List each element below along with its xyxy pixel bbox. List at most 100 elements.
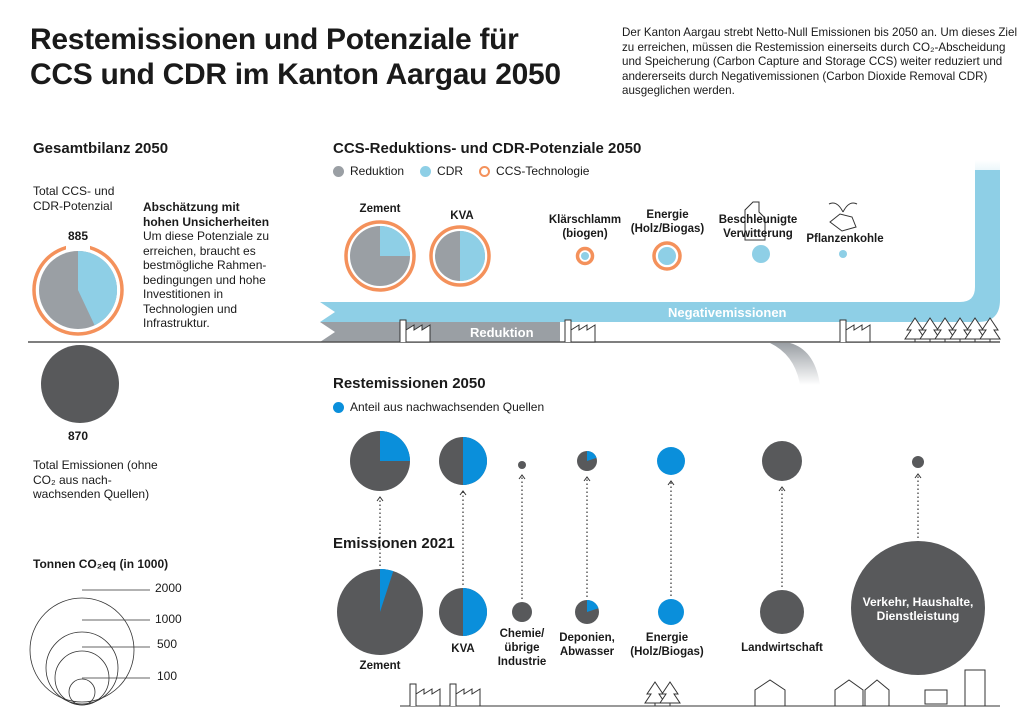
rest2050-pie-1-slice — [463, 437, 487, 485]
reduktion-swatch — [333, 165, 344, 177]
reduktion-curve — [770, 343, 820, 385]
emission-value: 870 — [68, 429, 89, 443]
reduktion-label: Reduktion — [470, 325, 534, 340]
rest2050-legend-label: Anteil aus nachwachsenden Quellen — [350, 400, 545, 414]
rest2050-title: Restemissionen 2050 — [333, 375, 486, 392]
potential-pie-4-base — [752, 245, 770, 263]
em2021-pie-2-base — [512, 602, 532, 622]
title-line-2: CCS und CDR im Kanton Aargau 2050 — [30, 58, 561, 91]
uncertainty-note: Abschätzung mit hohen Unsicherheiten Um … — [143, 200, 278, 331]
pot-label-zement: Zement — [359, 203, 401, 215]
gesamt-emission-circle — [41, 345, 119, 423]
house-icon-1 — [834, 679, 864, 707]
arrowhead-5 — [778, 486, 786, 492]
potentials-title: CCS-Reduktions- und CDR-Potenziale 2050 — [333, 140, 642, 157]
biomass-plant-icon — [839, 319, 871, 343]
potential-label: Total CCS- und CDR-Potenzial — [33, 184, 115, 213]
tree-icon-bottom-1 — [659, 681, 681, 706]
em2021-pie-6-base — [851, 541, 985, 675]
potential-1-ccs-ring — [429, 225, 491, 287]
reduktion-band — [320, 322, 560, 342]
emission-label: Total Emissionen (ohne CO₂ aus nach-wach… — [33, 458, 158, 501]
rest2050-pie-4-base — [657, 447, 685, 475]
arrowhead-0 — [376, 496, 384, 502]
rock-weathering-icon — [744, 201, 766, 241]
truck-icon — [924, 689, 948, 705]
scale-circle-0 — [29, 597, 135, 703]
arrowhead-4 — [667, 480, 675, 486]
page-title: Restemissionen und Potenziale für CCS un… — [30, 22, 561, 92]
legend-reduktion: Reduktion — [333, 164, 404, 178]
potential-pie-1-slice — [460, 231, 485, 281]
em-label-deponien: Deponien, Abwasser — [559, 632, 615, 658]
negativemissionen-label: Negativemissionen — [668, 305, 787, 320]
potential-0-ccs-ring — [344, 220, 416, 292]
potentials-legend: Reduktion CDR CCS-Technologie — [333, 164, 589, 178]
rest2050-legend: Anteil aus nachwachsenden Quellen — [333, 400, 544, 414]
cdr-swatch — [420, 165, 432, 177]
arrowhead-3 — [583, 476, 591, 482]
potential-value: 885 — [68, 229, 89, 243]
potential-2-ccs-ring — [575, 246, 595, 266]
pot-label-verwitterung: Beschleunigte Verwitterung — [718, 214, 798, 240]
rest2050-pie-0-slice — [380, 431, 410, 461]
barn-icon — [754, 679, 786, 707]
note-title: Abschätzung mit hohen Unsicherheiten — [143, 200, 270, 229]
pot-label-energie: Energie (Holz/Biogas) — [630, 209, 705, 235]
legend-cdr-label: CDR — [437, 164, 464, 178]
arrowhead-1 — [459, 490, 467, 496]
potential-pie-0-slice — [380, 226, 410, 256]
em2021-pie-1-slice — [463, 588, 487, 636]
potential-pie-5-base — [839, 250, 847, 258]
waste-plant-icon — [564, 319, 596, 343]
rest2050-pie-3-slice — [587, 451, 597, 461]
scale-100: 100 — [157, 669, 178, 683]
house-icon-2 — [864, 679, 890, 707]
ccs-swatch — [479, 165, 491, 177]
legend-reduktion-label: Reduktion — [350, 164, 405, 178]
scale-500: 500 — [157, 637, 178, 651]
plant-biochar-icon — [828, 202, 858, 232]
pot-label-klaerschlamm: Klärschlamm (biogen) — [548, 214, 622, 240]
forest-tree-icon-5 — [979, 317, 1001, 342]
factory-icon-bottom — [409, 683, 441, 707]
title-line-1: Restemissionen und Potenziale für — [30, 23, 519, 56]
negativemissionen-band — [320, 170, 1000, 322]
gesamtbilanz-title: Gesamtbilanz 2050 — [33, 140, 169, 157]
em2021-pie-5-base — [760, 590, 804, 634]
scale-circle-3 — [68, 678, 96, 706]
ring-gap — [66, 240, 90, 250]
em2021-pie-4-base — [658, 599, 684, 625]
negativemissionen-fade — [975, 160, 1000, 220]
potential-3-ccs-ring — [652, 241, 682, 271]
em-label-energie: Energie (Holz/Biogas) — [630, 632, 704, 658]
industry-icon-bottom — [449, 683, 481, 707]
legend-ccs: CCS-Technologie — [479, 164, 589, 178]
pot-label-kva: KVA — [450, 210, 474, 222]
scale-1000: 1000 — [155, 612, 182, 626]
em-label-verkehr: Verkehr, Haushalte, Dienstleistung — [862, 595, 974, 623]
em-label-zement: Zement — [359, 660, 401, 672]
building-icon — [964, 669, 986, 707]
cement-plant-icon — [399, 319, 431, 343]
arrowhead-2 — [518, 474, 526, 480]
renewable-swatch — [333, 401, 344, 413]
em2021-pie-3-slice — [587, 600, 599, 612]
scale-legend-title: Tonnen CO₂eq (in 1000) — [33, 557, 169, 571]
potential-pie-3-base — [658, 247, 676, 265]
legend-cdr: CDR — [420, 164, 463, 178]
em-label-landwirtschaft: Landwirtschaft — [741, 642, 823, 654]
em2021-title: Emissionen 2021 — [333, 535, 455, 552]
em-label-chemie: Chemie/ übrige Industrie — [497, 628, 547, 668]
legend-ccs-label: CCS-Technologie — [496, 164, 590, 178]
em-label-kva: KVA — [451, 643, 475, 655]
description: Der Kanton Aargau strebt Netto-Null Emis… — [622, 26, 1018, 98]
arrowhead-6 — [914, 473, 922, 479]
scale-2000: 2000 — [155, 581, 182, 595]
rest2050-pie-2-base — [518, 461, 526, 469]
potential-pie-2-base — [581, 252, 589, 260]
gesamt-potential-pie-slice — [78, 251, 118, 326]
rest2050-pie-5-base — [762, 441, 802, 481]
scale-circle-1 — [45, 631, 119, 705]
